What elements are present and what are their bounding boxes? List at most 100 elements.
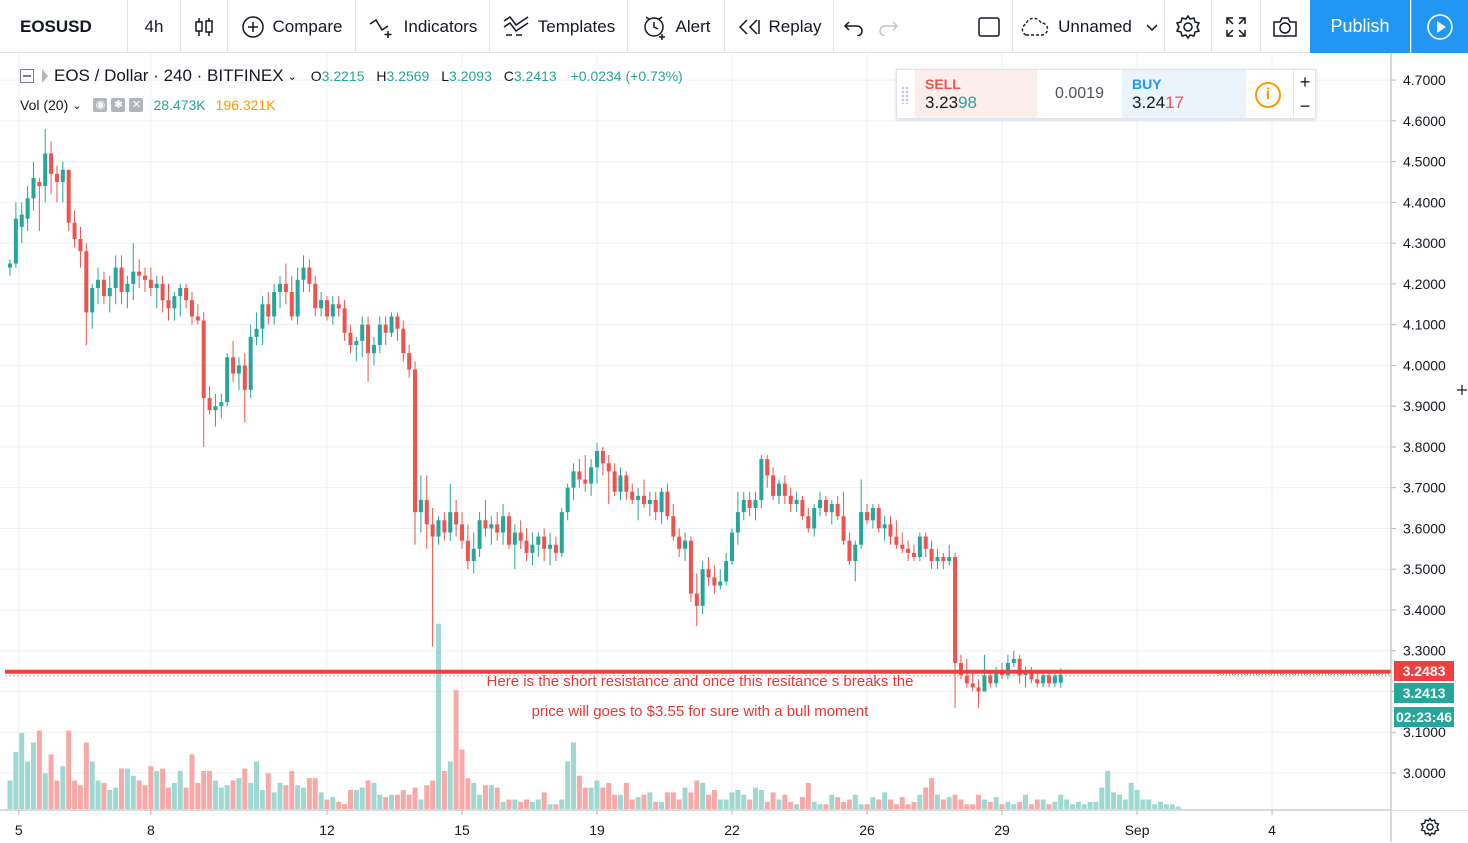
symbol-search-button[interactable]: EOSUSD — [0, 0, 127, 53]
redo-button[interactable] — [872, 0, 904, 53]
candle-body — [553, 544, 558, 553]
chart-style-button[interactable] — [181, 0, 227, 53]
legend-title[interactable]: EOS / Dollar · 240 · BITFINEX — [54, 66, 284, 85]
x-tick-label: 12 — [319, 822, 335, 838]
y-tick-label: 3.1000 — [1403, 724, 1446, 740]
high-value: 3.2569 — [386, 68, 430, 84]
volume-bar — [717, 799, 723, 809]
candle-body — [54, 173, 59, 182]
fullscreen-button[interactable] — [1212, 0, 1260, 53]
snapshot-button[interactable] — [1261, 0, 1309, 53]
volume-bar — [1017, 801, 1023, 809]
replay-button[interactable]: Replay — [725, 0, 833, 53]
candle-body — [730, 532, 735, 562]
buy-button[interactable]: BUY 3.2417 — [1122, 70, 1246, 118]
candle-body — [841, 516, 846, 541]
candle-body — [882, 524, 887, 529]
volume-bar — [224, 785, 230, 809]
candle-body — [225, 357, 230, 403]
candle-body — [354, 340, 359, 346]
volume-bar — [66, 730, 72, 809]
y-tick-label: 4.6000 — [1403, 113, 1446, 129]
volume-bar — [1116, 794, 1122, 809]
sell-label: SELL — [925, 76, 961, 92]
play-button[interactable] — [1411, 0, 1468, 53]
minus-button[interactable]: − — [1299, 96, 1311, 116]
candle-body — [454, 512, 459, 525]
candle-body — [829, 503, 834, 513]
templates-button[interactable]: Templates — [490, 0, 627, 53]
candle-body — [506, 516, 511, 545]
volume-label[interactable]: Vol (20) — [20, 97, 69, 113]
publish-button[interactable]: Publish — [1310, 0, 1410, 53]
volume-bar — [623, 782, 629, 809]
undo-button[interactable] — [838, 0, 870, 53]
price-axis[interactable]: 3.00003.10003.20003.30003.40003.50003.60… — [1391, 72, 1446, 781]
close-value: 3.2413 — [513, 68, 557, 84]
open-value: 3.2215 — [321, 68, 365, 84]
candle-body — [653, 499, 658, 513]
templates-label: Templates — [537, 16, 616, 36]
price-chart[interactable]: 3.00003.10003.20003.30003.40003.50003.60… — [0, 53, 1468, 842]
volume-bar — [306, 778, 312, 809]
time-axis[interactable]: 5 8 12 15 19 22 26 29 Sep 4 — [15, 810, 1276, 838]
drag-handle-icon[interactable] — [901, 86, 909, 104]
volume-bar — [594, 780, 600, 809]
volume-bar — [805, 782, 811, 809]
candle-body — [342, 308, 347, 333]
legend-chevron-icon[interactable]: ⌄ — [287, 70, 297, 83]
candle-body — [524, 540, 529, 553]
volume-bar — [377, 794, 383, 809]
annotation-line-1[interactable]: Here is the short resistance and once th… — [486, 673, 914, 690]
save-layout-button[interactable]: Unnamed — [1013, 0, 1163, 53]
layout-name-label: Unnamed — [1058, 16, 1132, 36]
candle-body — [131, 271, 136, 284]
candle-body — [788, 495, 793, 504]
crosshair-cursor-icon — [1457, 385, 1467, 395]
volume-bar — [183, 787, 189, 809]
series-legend: EOS / Dollar · 240 · BITFINEX ⌄ O3.2215 … — [20, 64, 683, 88]
camera-icon — [1273, 16, 1297, 37]
candle-body — [348, 332, 353, 346]
compare-button[interactable]: Compare — [228, 0, 355, 53]
remove-icon[interactable]: ✕ — [129, 98, 144, 112]
volume-bar — [934, 794, 940, 809]
y-tick-label: 4.7000 — [1403, 72, 1446, 88]
plus-button[interactable]: + — [1299, 72, 1311, 92]
interval-button[interactable]: 4h — [128, 0, 180, 53]
y-tick-label: 3.4000 — [1403, 602, 1446, 618]
candle-body — [1011, 658, 1016, 663]
settings-button[interactable] — [1165, 0, 1211, 53]
collapse-legend-icon[interactable] — [20, 69, 34, 83]
y-tick-label: 3.5000 — [1403, 561, 1446, 577]
candle-body — [853, 544, 858, 562]
visibility-icon[interactable]: ◉ — [93, 98, 108, 112]
candle-body — [700, 569, 705, 606]
format-gear-icon[interactable]: ✱ — [111, 98, 126, 112]
undo-icon — [843, 20, 863, 36]
volume-bar — [858, 804, 864, 809]
volume-bars — [7, 623, 1181, 809]
alert-button[interactable]: Alert — [628, 0, 724, 53]
volume-bar — [430, 780, 436, 809]
annotation-line-2[interactable]: price will goes to $3.55 for sure with a… — [531, 703, 869, 720]
sell-button[interactable]: SELL 3.2398 — [915, 70, 1037, 118]
volume-chevron-icon[interactable]: ⌄ — [72, 99, 82, 112]
interval-label: 4h — [144, 16, 164, 36]
info-icon[interactable]: i — [1255, 82, 1281, 108]
volume-bar — [154, 771, 160, 809]
volume-bar — [148, 766, 154, 809]
indicators-icon — [369, 18, 392, 38]
candle-body — [1017, 658, 1022, 676]
candle-body — [430, 524, 435, 537]
volume-bar — [888, 799, 893, 809]
candle-body — [577, 471, 582, 480]
layout-button[interactable] — [968, 0, 1010, 53]
axis-settings-button[interactable] — [1392, 810, 1468, 843]
indicators-button[interactable]: Indicators — [356, 0, 489, 53]
spread-value: 0.0019 — [1055, 85, 1104, 102]
play-icon — [1427, 13, 1453, 40]
volume-bar — [964, 804, 970, 809]
volume-bar — [876, 799, 882, 809]
volume-bar — [764, 801, 770, 809]
